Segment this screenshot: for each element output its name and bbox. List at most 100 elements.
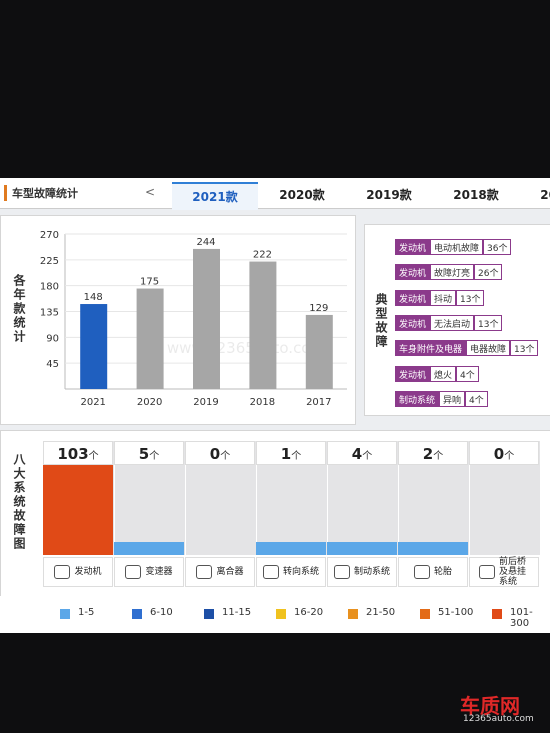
legend-swatch (420, 609, 430, 619)
value-label: 129 (309, 303, 328, 314)
fault-count: 13个 (510, 340, 539, 357)
bar (136, 288, 164, 389)
system-label: 变速器 (114, 557, 184, 587)
system-name: 转向系统 (282, 567, 319, 577)
system-label: 制动系统 (327, 557, 397, 587)
system-bar (398, 542, 468, 555)
fault-row: 发动机 无法启动 13个 (395, 314, 503, 331)
fault-name: 电器故障 (466, 340, 511, 357)
system-icon (54, 565, 71, 579)
value-label: 175 (140, 277, 159, 288)
count: 2 (422, 445, 434, 463)
watermark: www.12365auto.com (167, 339, 325, 357)
legend-label: 6-10 (150, 607, 173, 618)
count-cell: 0个 (469, 441, 539, 465)
fault-count: 26个 (474, 264, 503, 281)
legend-swatch (204, 609, 214, 619)
fault-row: 制动系统 异响 4个 (395, 390, 488, 407)
typical-faults-panel: 典型故障 发动机 电动机故障 36个 发动机 故障灯亮 26个 发动机 抖动 13个 发动机 无法启… (364, 224, 550, 416)
unit: 个 (149, 451, 160, 462)
system-icon (413, 565, 430, 579)
fault-system: 发动机 (395, 239, 431, 255)
system-name: 发动机 (74, 567, 102, 577)
legend-label: 16-20 (294, 607, 324, 618)
unit: 个 (504, 451, 515, 462)
system-label: 离合器 (185, 557, 255, 587)
fault-row: 发动机 电动机故障 36个 (395, 239, 512, 255)
bar (305, 314, 333, 389)
fault-system: 制动系统 (395, 390, 440, 407)
y-tick-label: 135 (40, 308, 59, 319)
y-tick-label: 270 (40, 230, 59, 241)
legend-swatch (132, 609, 142, 619)
count-cell: 5个 (114, 441, 184, 465)
unit: 个 (433, 451, 444, 462)
year-tab[interactable]: 2019款 (366, 188, 412, 202)
unit: 个 (220, 451, 231, 462)
fault-row: 发动机 抖动 13个 (395, 289, 485, 306)
value-label: 148 (84, 292, 103, 303)
system-label: 轮胎 (398, 557, 468, 587)
system-icon (262, 565, 279, 579)
system-name: 制动系统 (353, 567, 390, 577)
system-label: 前后桥及悬挂系统 (469, 557, 539, 587)
x-tick-label: 2019 (193, 397, 218, 408)
value-label: 222 (253, 250, 272, 261)
year-tab[interactable]: 2020款 (279, 188, 325, 202)
count-cell: 0个 (185, 441, 255, 465)
x-tick-label: 2021 (80, 397, 105, 408)
legend-label: 101-300 (510, 607, 533, 629)
system-name: 前后桥及悬挂系统 (499, 557, 527, 587)
x-tick-label: 2018 (250, 397, 275, 408)
fault-name: 抖动 (430, 289, 457, 306)
value-label: 244 (196, 237, 215, 248)
unit: 个 (362, 451, 373, 462)
back-button[interactable]: < (145, 185, 156, 199)
systems-panel: 八大系统故障图 103个 发动机 5个 变速器 0个 离合器 1个 转向系统 4个 制动系统 2个轮… (0, 430, 550, 598)
year-tab[interactable]: 2021款 (172, 182, 258, 210)
fault-count: 13个 (474, 314, 503, 331)
count-cell: 4个 (327, 441, 397, 465)
y-tick-label: 45 (46, 359, 59, 370)
fault-name: 无法启动 (430, 314, 475, 331)
legend: 1-5 6-10 11-15 16-20 21-50 51-100 101-300 (0, 596, 550, 633)
system-name: 轮胎 (433, 567, 452, 577)
count-cell: 103个 (43, 441, 113, 465)
system-label: 转向系统 (256, 557, 326, 587)
fault-system: 车身附件及电器 (395, 340, 467, 357)
screen: 车型故障统计 < 2021款 2020款 2019款 2018款 2017款 各年款统计… (0, 178, 550, 633)
fault-count: 36个 (483, 239, 512, 255)
typical-label: 典型故障 (374, 293, 388, 349)
legend-label: 11-15 (222, 607, 252, 618)
system-bar (114, 542, 184, 555)
year-tab[interactable]: 2017款 (540, 188, 550, 202)
y-tick-label: 180 (40, 282, 59, 293)
bar (80, 304, 108, 389)
fault-row: 发动机 故障灯亮 26个 (395, 264, 503, 281)
legend-label: 21-50 (366, 607, 396, 618)
system-icon (125, 565, 142, 579)
header: 车型故障统计 < 2021款 2020款 2019款 2018款 2017款 (0, 178, 550, 210)
system-icon (479, 565, 495, 579)
year-tab[interactable]: 2018款 (453, 188, 499, 202)
fault-name: 电动机故障 (430, 239, 484, 255)
title: 车型故障统计 (4, 185, 78, 201)
y-tick-label: 90 (46, 333, 59, 344)
legend-label: 1-5 (78, 607, 95, 618)
fault-count: 4个 (465, 390, 488, 407)
fault-row: 车身附件及电器 电器故障 13个 (395, 340, 539, 357)
system-name: 变速器 (145, 567, 173, 577)
count: 5 (138, 445, 150, 463)
logo-url: 12365auto.com (463, 714, 534, 724)
system-bar (327, 542, 397, 555)
legend-swatch (276, 609, 286, 619)
bar-chart: 45 90 135 180 225 270 www.12365auto.com 2021 148… (40, 230, 347, 408)
fault-name: 异响 (439, 390, 466, 407)
fault-system: 发动机 (395, 365, 431, 382)
unit: 个 (291, 451, 302, 462)
fault-system: 发动机 (395, 264, 431, 281)
bar (193, 248, 220, 389)
x-tick-label: 2017 (306, 397, 331, 408)
count: 103 (57, 445, 89, 463)
y-axis-label: 各年款统计 (12, 274, 26, 344)
